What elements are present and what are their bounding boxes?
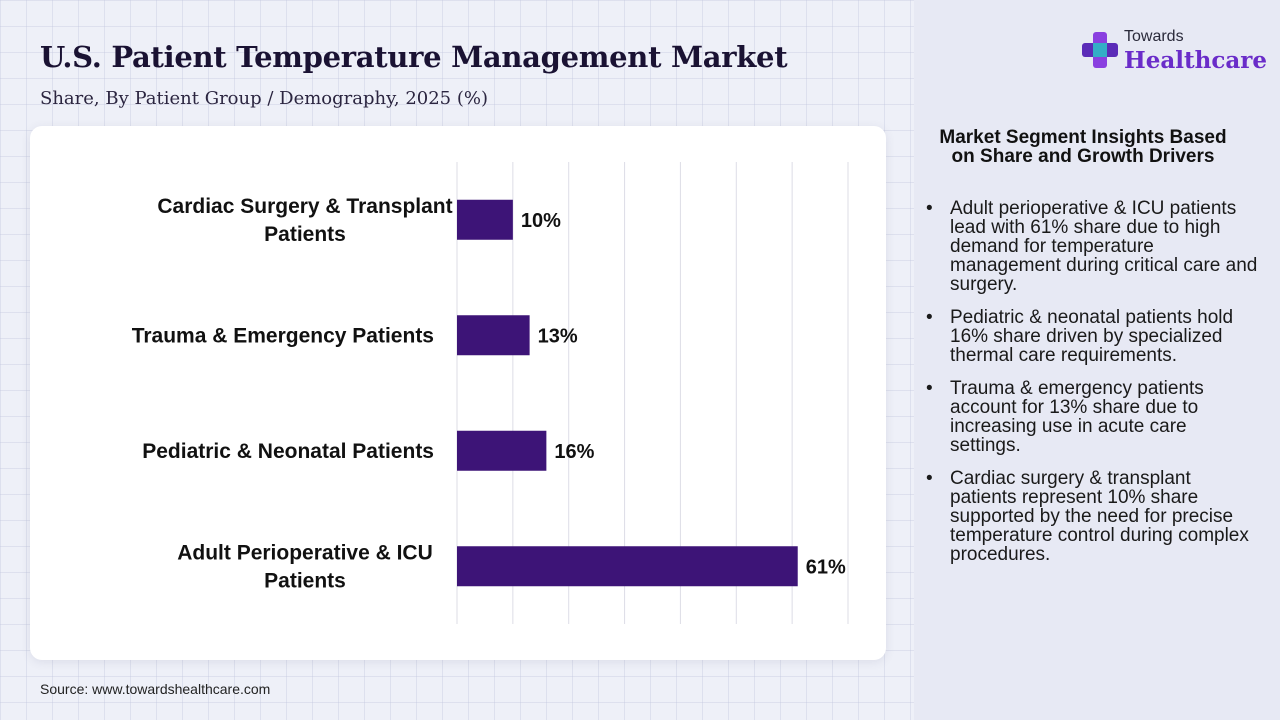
- insights-title: Market Segment Insights Based on Share a…: [939, 127, 1227, 167]
- source-note: Source: www.towardshealthcare.com: [40, 681, 271, 697]
- data-label: 10%: [521, 210, 561, 232]
- bar: [457, 430, 547, 471]
- category-label: Cardiac Surgery & Transplant Patients: [157, 195, 452, 246]
- insight-item: Adult perioperative & ICU patients lead …: [922, 199, 1262, 294]
- chart-title: U.S. Patient Temperature Management Mark…: [40, 40, 788, 74]
- bar: [457, 546, 798, 587]
- towards-healthcare-logo: Towards Healthcare: [1080, 28, 1267, 78]
- bar-chart: 10% Cardiac Surgery & Transplant Patients 1…: [132, 162, 849, 624]
- chart-card: 10% Cardiac Surgery & Transplant Patients 1…: [30, 126, 886, 660]
- insight-item: Trauma & emergency patients account for …: [922, 379, 1262, 455]
- data-label: 61%: [806, 556, 846, 578]
- category-label: Pediatric & Neonatal Patients: [142, 440, 434, 463]
- insight-item: Cardiac surgery & transplant patients re…: [922, 469, 1262, 564]
- category-label: Trauma & Emergency Patients: [132, 324, 434, 347]
- chart-subtitle: Share, By Patient Group / Demography, 20…: [40, 88, 489, 109]
- logo-text-big: Healthcare: [1124, 47, 1268, 74]
- plus-cross-icon: [1082, 32, 1118, 68]
- insights-list: Adult perioperative & ICU patients lead …: [922, 199, 1262, 578]
- bar: [457, 315, 530, 356]
- data-label: 13%: [538, 325, 578, 347]
- bar: [457, 199, 513, 240]
- insight-item: Pediatric & neonatal patients hold 16% s…: [922, 308, 1262, 365]
- logo-text-small: Towards: [1124, 28, 1184, 45]
- category-label: Adult Perioperative & ICU Patients: [177, 541, 433, 592]
- data-label: 16%: [554, 441, 594, 463]
